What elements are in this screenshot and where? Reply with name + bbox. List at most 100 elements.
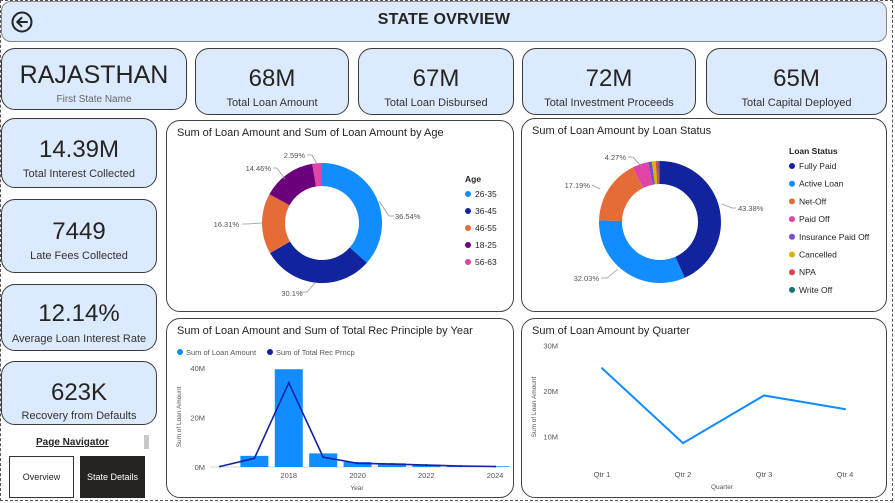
- legend-item: Write Off: [799, 285, 833, 295]
- year-combo-chart: Sum of Loan Amount Sum of Total Rec Prncp…: [176, 348, 510, 492]
- legend-marker: [465, 259, 471, 265]
- legend-marker: [789, 233, 795, 240]
- donut-slice-write-off: [658, 161, 660, 185]
- y-tick-label: 20M: [543, 387, 558, 396]
- kpi-value: 623K: [50, 379, 108, 406]
- legend-item: Insurance Paid Off: [799, 232, 870, 242]
- kpi-value: 67M: [412, 65, 460, 92]
- kpi-card-total-capital-deployed: 65M Total Capital Deployed: [706, 48, 887, 115]
- line-point-2020: [356, 462, 359, 465]
- data-label: 14.46%: [246, 164, 272, 173]
- legend-item: 26-35: [475, 189, 497, 199]
- kpi-value: 65M: [773, 65, 820, 92]
- line-point-2017: [253, 457, 256, 460]
- donut-slice-56-63: [312, 163, 322, 187]
- x-axis-label: Quarter: [711, 484, 734, 491]
- donut-slice-18-25: [269, 163, 317, 206]
- page-navigator-title: Page Navigator: [36, 437, 109, 448]
- line-point-qtr-3: [763, 394, 765, 397]
- chart-title: Sum of Loan Amount and Sum of Total Rec …: [177, 325, 473, 337]
- data-label: 43.38%: [738, 204, 764, 213]
- line-point-2022: [425, 464, 428, 467]
- kpi-card-total-loan-disbursed: 67M Total Loan Disbursed: [358, 48, 514, 115]
- legend-marker: [789, 216, 795, 223]
- legend-marker: [177, 349, 183, 355]
- x-tick-label: Qtr 2: [675, 470, 692, 479]
- data-label: 30.1%: [281, 289, 303, 298]
- legend-item: NPA: [799, 267, 816, 277]
- quarter-line-panel: Sum of Loan Amount by Quarter 10M 20M 30M S…: [521, 318, 887, 498]
- chart-title: Sum of Loan Amount by Loan Status: [532, 125, 712, 137]
- legend-item: Sum of Total Rec Prncp: [276, 348, 355, 357]
- y-tick-label: 0M: [195, 463, 205, 472]
- x-tick-label: 2018: [280, 471, 297, 480]
- age-donut-chart: 36.54% 30.1% 16.31% 14.46% 2.59% Age 26-35 36-4…: [214, 151, 497, 298]
- navigator-scrollbar[interactable]: [144, 435, 149, 449]
- x-tick-label: Qtr 4: [837, 470, 854, 479]
- legend-title: Age: [465, 174, 481, 184]
- donut-slice-npa: [655, 161, 659, 185]
- data-label-leader: [307, 154, 318, 165]
- x-tick-label: Qtr 1: [594, 470, 611, 479]
- page-header: STATE OVRVIEW: [1, 1, 887, 42]
- legend-title: Loan Status: [789, 146, 838, 156]
- kpi-label: Total Capital Deployed: [741, 97, 852, 109]
- data-label-leader: [721, 203, 736, 209]
- x-axis-label: Year: [350, 485, 364, 492]
- bar-loan-amount-2020: [343, 462, 372, 467]
- legend-marker: [789, 180, 795, 187]
- loan-status-donut-panel: Sum of Loan Amount by Loan Status 43.38%…: [521, 118, 887, 312]
- kpi-label: Total Loan Amount: [226, 97, 318, 109]
- data-label: 16.31%: [214, 220, 240, 229]
- kpi-value: 72M: [585, 65, 633, 92]
- data-label: 36.54%: [395, 212, 421, 221]
- kpi-label: Recovery from Defaults: [21, 410, 137, 422]
- data-label-leader: [273, 167, 286, 180]
- legend-item: 36-45: [475, 206, 497, 216]
- line-point-2024: [494, 465, 497, 468]
- donut-slice-insurance-paid-off: [648, 161, 655, 185]
- year-combo-panel: Sum of Loan Amount and Sum of Total Rec …: [166, 318, 514, 498]
- state-name-card: RAJASTHAN First State Name: [1, 48, 187, 110]
- data-label-leader: [591, 184, 601, 190]
- legend-item: Sum of Loan Amount: [186, 348, 257, 357]
- x-tick-label: 2024: [487, 471, 504, 480]
- legend-marker: [789, 251, 795, 258]
- back-arrow-icon[interactable]: [11, 11, 33, 33]
- kpi-label: Total Loan Disbursed: [384, 97, 488, 109]
- y-axis-label: Sum of Loan Amount: [176, 386, 183, 447]
- line-point-2018: [287, 381, 290, 384]
- line-point-2019: [322, 456, 325, 459]
- data-label-leader: [628, 156, 642, 167]
- legend-marker: [465, 208, 471, 214]
- donut-slice-fully-paid: [660, 161, 721, 278]
- x-tick-label: Qtr 3: [756, 470, 773, 479]
- kpi-card-total-investment-proceeds: 72M Total Investment Proceeds: [522, 48, 696, 115]
- legend-marker: [465, 225, 471, 231]
- x-tick-label: 2022: [418, 471, 435, 480]
- state-name-value: RAJASTHAN: [19, 61, 169, 89]
- legend-item: Paid Off: [799, 214, 830, 224]
- kpi-label: Late Fees Collected: [30, 250, 128, 262]
- legend-marker: [789, 198, 795, 205]
- data-label: 17.19%: [565, 181, 591, 190]
- line-point-qtr-1: [601, 367, 603, 370]
- state-details-button[interactable]: State Details: [80, 456, 145, 498]
- chart-title: Sum of Loan Amount and Sum of Loan Amoun…: [177, 127, 444, 139]
- data-label-leader: [378, 200, 394, 217]
- kpi-value: 12.14%: [38, 300, 120, 327]
- overview-button[interactable]: Overview: [9, 456, 74, 498]
- y-tick-label: 10M: [543, 432, 558, 441]
- age-donut-panel: Sum of Loan Amount and Sum of Loan Amoun…: [166, 120, 514, 312]
- legend-marker: [789, 269, 795, 276]
- y-tick-label: 40M: [190, 364, 205, 373]
- legend-item: Fully Paid: [799, 161, 837, 171]
- kpi-label: Total Investment Proceeds: [544, 97, 674, 109]
- donut-slice-36-45: [270, 241, 367, 283]
- line-point-2021: [390, 463, 393, 466]
- donut-slice-26-35: [322, 163, 382, 263]
- donut-slice-active-loan: [599, 220, 685, 283]
- data-label: 2.59%: [284, 151, 306, 160]
- line-point-2016: [219, 465, 221, 468]
- legend-marker: [789, 286, 795, 293]
